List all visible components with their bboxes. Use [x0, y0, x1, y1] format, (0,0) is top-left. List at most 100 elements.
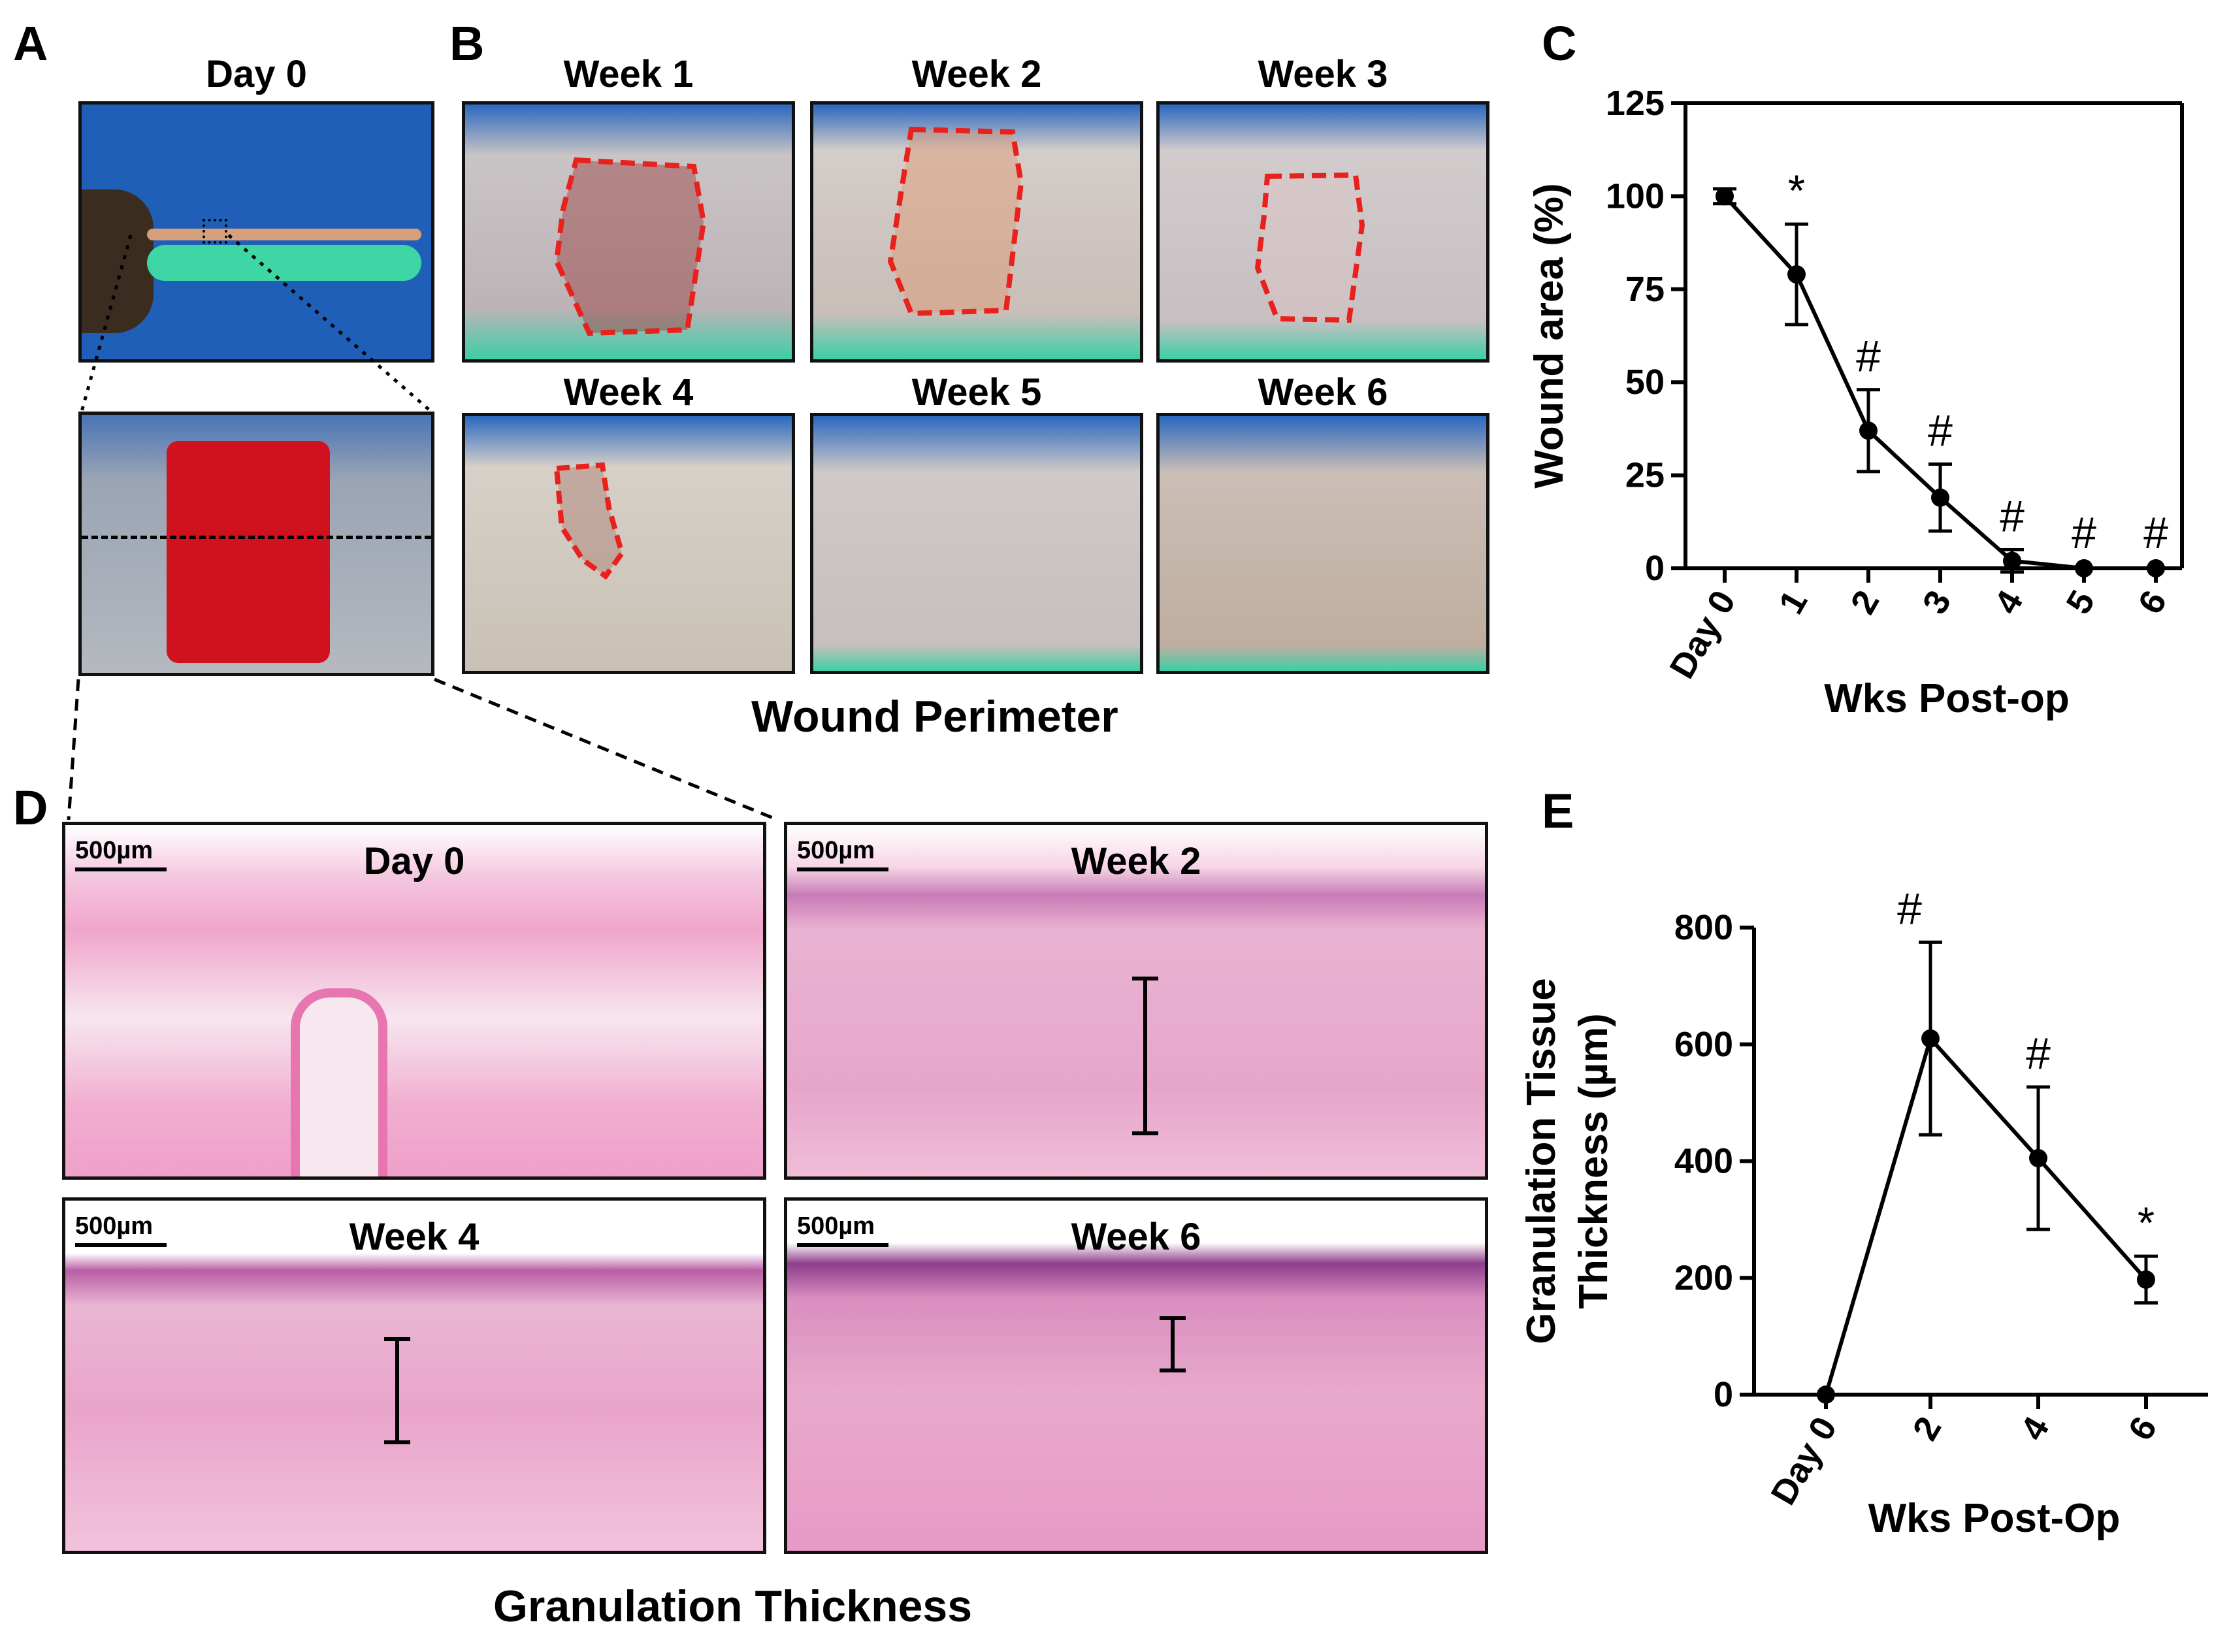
- x-tick-label: 5: [2058, 584, 2102, 621]
- crop-line-left: [67, 679, 80, 820]
- panel-d-caption: Granulation Thickness: [493, 1581, 973, 1631]
- x-tick-label: 1: [1771, 584, 1815, 621]
- photo-week3: [1156, 101, 1489, 363]
- data-point: [2075, 559, 2093, 577]
- data-point: [1921, 1029, 1940, 1048]
- x-tick-label: 4: [2013, 1410, 2057, 1447]
- y-tick-label: 400: [1674, 1142, 1733, 1181]
- panel-b-title-2: Week 2: [911, 53, 1042, 95]
- crop-line-right: [434, 677, 778, 822]
- significance-marker: #: [2072, 508, 2096, 558]
- scale-label-week2: 500µm: [797, 837, 875, 864]
- significance-marker: #: [2143, 508, 2168, 558]
- histo-week4: 500µm Week 4: [62, 1197, 766, 1554]
- significance-marker: #: [2026, 1029, 2051, 1078]
- photo-week4: [462, 413, 795, 674]
- bone-ellipse: [291, 988, 387, 1176]
- zoom-box: [203, 219, 227, 244]
- data-point: [1859, 421, 1878, 440]
- x-axis-title: Wks Post-Op: [1868, 1496, 2121, 1541]
- scale-bar-week6: [797, 1243, 888, 1247]
- x-tick-label: 6: [2130, 584, 2174, 621]
- photo-day0-wound-closeup: [78, 412, 434, 676]
- panel-letter-d: D: [13, 781, 48, 835]
- x-tick-label: 2: [1843, 584, 1887, 621]
- thickness-bar-week2: [1132, 977, 1158, 1135]
- histo-week2: 500µm Week 2: [784, 822, 1488, 1180]
- histo-title-week4: Week 4: [349, 1216, 480, 1258]
- thickness-bar-week6: [1160, 1316, 1186, 1372]
- significance-marker: #: [1928, 406, 1953, 456]
- y-axis-title-line2: Thickness (µm): [1571, 1013, 1616, 1309]
- panel-b-caption: Wound Perimeter: [751, 692, 1118, 741]
- panel-letter-c: C: [1542, 16, 1577, 71]
- data-point: [2029, 1149, 2047, 1168]
- panel-b-title-5: Week 5: [911, 371, 1042, 413]
- x-tick-label: Day 0: [1763, 1410, 1844, 1512]
- scale-bar-week2: [797, 867, 888, 871]
- data-point: [2003, 551, 2021, 570]
- fresh-wound: [167, 441, 330, 663]
- panel-letter-e: E: [1542, 784, 1574, 838]
- x-tick-label: Day 0: [1662, 584, 1743, 685]
- crop-box: [82, 536, 431, 673]
- y-tick-label: 25: [1625, 456, 1665, 495]
- y-tick-label: 0: [1714, 1375, 1733, 1414]
- scale-bar-week4: [75, 1243, 167, 1247]
- panel-letter-a: A: [13, 16, 48, 71]
- y-axis-title-line1: Granulation Tissue: [1519, 978, 1564, 1344]
- panel-letter-b: B: [449, 16, 485, 71]
- panel-b-title-1: Week 1: [563, 53, 694, 95]
- y-tick-label: 100: [1606, 176, 1665, 216]
- tray: [147, 245, 421, 281]
- photo-week2: [810, 101, 1143, 363]
- y-tick-label: 75: [1625, 270, 1665, 309]
- x-axis-title: Wks Post-op: [1824, 676, 2069, 721]
- y-tick-label: 800: [1674, 908, 1733, 947]
- zoom-line-right: [227, 234, 432, 413]
- panel-b-title-4: Week 4: [563, 371, 694, 413]
- x-tick-label: 4: [1987, 584, 2030, 621]
- x-tick-label: 3: [1915, 584, 1959, 621]
- scale-label-week4: 500µm: [75, 1212, 154, 1240]
- data-point: [1817, 1385, 1835, 1404]
- mouse-body: [82, 189, 154, 333]
- scale-label-day0: 500µm: [75, 837, 154, 864]
- data-point: [1716, 187, 1734, 206]
- x-tick-label: 2: [1905, 1410, 1949, 1447]
- data-point: [1931, 488, 1949, 507]
- data-point: [2147, 559, 2165, 577]
- photo-day0-overview: [78, 101, 434, 363]
- photo-week6: [1156, 413, 1489, 674]
- wound-outline-week2: [887, 126, 1024, 317]
- histo-title-week6: Week 6: [1071, 1216, 1201, 1258]
- y-axis-title: Wound area (%): [1529, 183, 1572, 488]
- histo-day0: 500µm Day 0: [62, 822, 766, 1180]
- panel-a-title: Day 0: [206, 53, 307, 95]
- data-point: [2137, 1270, 2155, 1289]
- panel-b-title-6: Week 6: [1258, 371, 1388, 413]
- photo-week5: [810, 413, 1143, 674]
- y-tick-label: 0: [1645, 549, 1665, 588]
- histo-title-day0: Day 0: [363, 840, 465, 883]
- zoom-line-left: [80, 235, 133, 412]
- x-tick-label: 6: [2121, 1410, 2164, 1447]
- wound-outline-week1: [553, 157, 707, 336]
- wound-outline-week4: [553, 462, 625, 580]
- significance-marker: #: [1856, 332, 1881, 381]
- panel-b-title-3: Week 3: [1258, 53, 1388, 95]
- y-tick-label: 200: [1674, 1258, 1733, 1297]
- y-tick-label: 50: [1625, 363, 1665, 402]
- histo-title-week2: Week 2: [1071, 840, 1201, 883]
- y-tick-label: 125: [1606, 84, 1665, 123]
- wound-outline-week3: [1254, 172, 1365, 323]
- series-line: [1824, 1034, 2148, 1395]
- significance-marker: #: [2000, 492, 2025, 542]
- y-tick-label: 600: [1674, 1025, 1733, 1064]
- scale-bar-day0: [75, 867, 167, 871]
- chart-wound-area: 0 25 50 75 100 125 Day 0 1 2 3 4 5 6 * # # # # # Wound area…: [1529, 84, 2184, 721]
- photo-week1: [462, 101, 795, 363]
- thickness-bar-week4: [384, 1337, 410, 1444]
- chart-granulation-thickness: 0 200 400 600 800 Day 0 2 4 6 # # * Granulation Tiss…: [1519, 884, 2208, 1541]
